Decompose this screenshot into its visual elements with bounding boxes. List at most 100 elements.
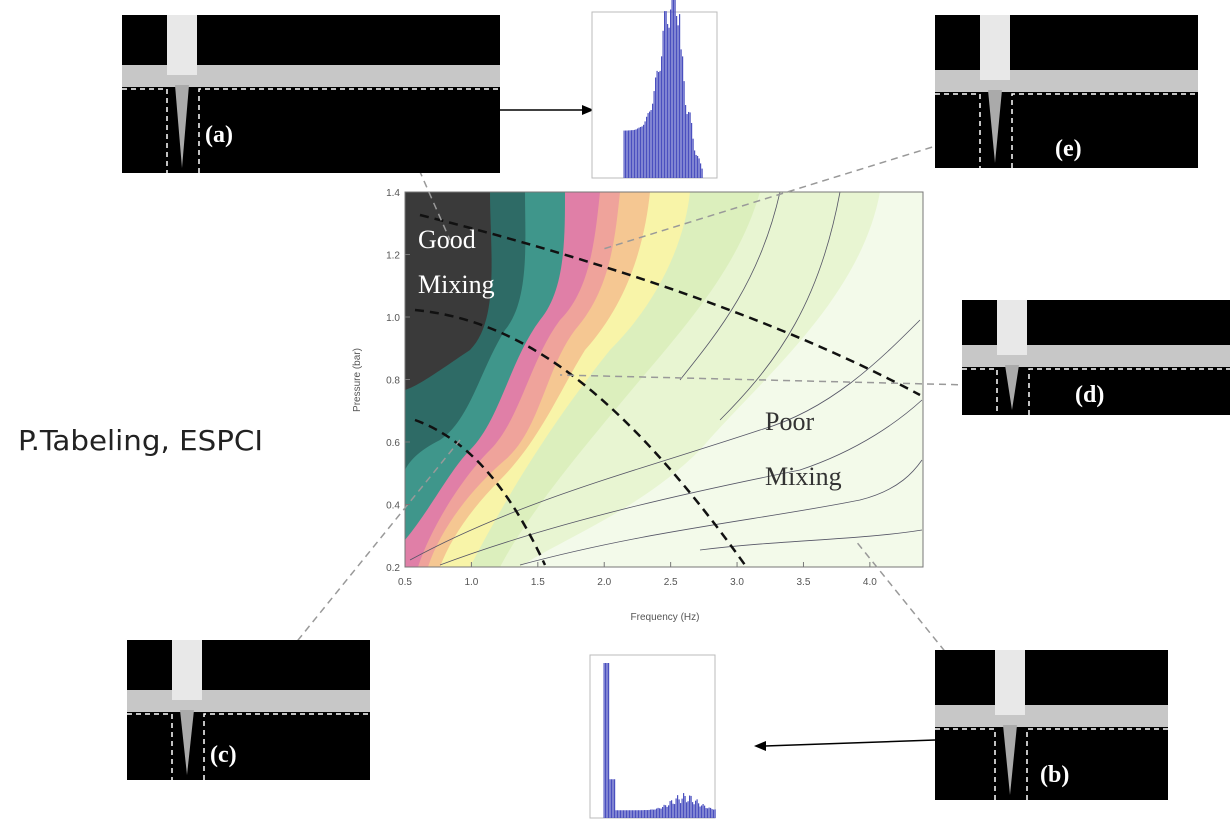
spectrum-bar	[608, 663, 610, 818]
spectrum-bar	[681, 798, 683, 818]
contour-line	[409, 319, 921, 561]
spectrum-bar	[680, 49, 682, 178]
spectrum-bar	[663, 804, 665, 818]
spectrum-bar	[652, 103, 654, 178]
spectrum-bar	[634, 129, 636, 178]
spectrum-bar	[656, 808, 658, 818]
spectrum-bar	[696, 799, 698, 818]
spectrum-bar	[689, 112, 691, 178]
spectrum-bar	[644, 810, 646, 818]
y-tick-label: 0.2	[386, 563, 400, 574]
spectrum-bar	[665, 805, 667, 818]
micrograph: (a)	[122, 15, 500, 173]
panel-label: (c)	[210, 742, 237, 768]
spectrum-bar	[651, 809, 653, 818]
spectrum-bar	[643, 124, 645, 178]
spectrum-bar	[648, 809, 650, 818]
spectrum-bar	[686, 802, 688, 818]
micrograph: (e)	[935, 15, 1198, 168]
channel-flow	[935, 70, 1198, 92]
connector	[854, 539, 961, 671]
spectrum-bar	[666, 806, 668, 818]
region-label: Good	[418, 225, 476, 254]
spectrum-bar	[659, 808, 661, 818]
spectrum-bar	[614, 779, 616, 818]
spectrum-bar	[653, 91, 655, 178]
spectrum-bar	[623, 810, 625, 818]
spectrum-bar	[635, 129, 637, 178]
x-tick-label: 3.0	[730, 577, 744, 588]
spectrum-bar	[671, 800, 673, 818]
spectrum-bar	[683, 81, 685, 178]
spectrum-bar	[714, 809, 716, 818]
spectrum-bar	[686, 114, 688, 178]
spectrum-bar	[628, 130, 630, 178]
spectrum-bar	[711, 809, 713, 818]
y-tick-label: 0.6	[386, 438, 400, 449]
contour-plot: Good Mixing Poor Mixing Frequency (Hz) P…	[352, 191, 924, 623]
panel-label: (a)	[205, 122, 233, 148]
connector	[289, 439, 461, 651]
spectrum-bar	[655, 77, 657, 178]
spectrum-bar	[692, 802, 694, 818]
connector	[559, 374, 971, 386]
arrow	[764, 739, 936, 747]
spectrum-bar	[708, 807, 710, 818]
spectrum-bar	[689, 795, 691, 818]
spectrum-bar	[650, 809, 652, 818]
spectrum-bar	[646, 116, 648, 178]
spectrum-bar	[656, 70, 658, 178]
spectrum-bar	[636, 810, 638, 818]
spectrum-bar	[687, 801, 689, 818]
micrograph: (d)	[962, 300, 1230, 415]
spectrum-bar	[667, 24, 669, 178]
jet	[175, 85, 189, 168]
spectrum-bar	[664, 11, 666, 179]
spectrum-bar	[673, 0, 675, 179]
channel-stem	[167, 15, 197, 75]
spectrum-bar	[606, 663, 608, 818]
spectrum-bar	[638, 127, 640, 178]
jet	[988, 90, 1002, 163]
spectrum-bar	[705, 808, 707, 818]
spectrum-bar	[698, 158, 700, 178]
spectrum-bar	[641, 810, 643, 818]
spectrum-bar	[669, 801, 671, 818]
spectrum-bar	[623, 130, 625, 178]
spectrum-bar	[704, 805, 706, 818]
spectrum-bar	[633, 810, 635, 818]
spectrum-bar	[603, 663, 605, 818]
spectrum-bar	[680, 803, 682, 818]
x-tick-label: 1.0	[464, 577, 478, 588]
spectrum	[591, 0, 718, 179]
spectrum-bar	[653, 809, 655, 818]
channel-wall	[962, 368, 1230, 415]
arrow-head	[754, 741, 766, 751]
connector	[599, 139, 956, 251]
y-tick-label: 1.2	[386, 251, 400, 262]
jet	[1003, 725, 1017, 795]
spectrum-bar	[700, 163, 702, 178]
channel-stem	[980, 15, 1010, 80]
spectrum-frame	[589, 654, 716, 819]
dashed-curve	[414, 418, 547, 566]
spectrum-bar	[631, 130, 633, 178]
channel-stem	[997, 300, 1027, 355]
spectrum-bar	[707, 808, 709, 818]
credit: P.Tabeling, ESPCI	[18, 424, 263, 457]
spectrum-bar	[638, 810, 640, 818]
arrow-head	[582, 105, 594, 115]
channel-flow	[935, 705, 1168, 727]
spectrum-bar	[626, 130, 628, 178]
spectrum-bar	[702, 803, 704, 818]
spectrum-bar	[641, 126, 643, 178]
jet	[180, 710, 194, 775]
spectrum-bar	[672, 803, 674, 818]
x-tick-label: 4.0	[863, 577, 877, 588]
x-axis-label: Frequency (Hz)	[631, 612, 700, 623]
spectrum-bar	[677, 25, 679, 179]
channel-flow	[127, 690, 370, 712]
spectrum-bar	[675, 798, 677, 818]
channel-wall	[935, 93, 1198, 168]
contour-line	[439, 399, 923, 566]
